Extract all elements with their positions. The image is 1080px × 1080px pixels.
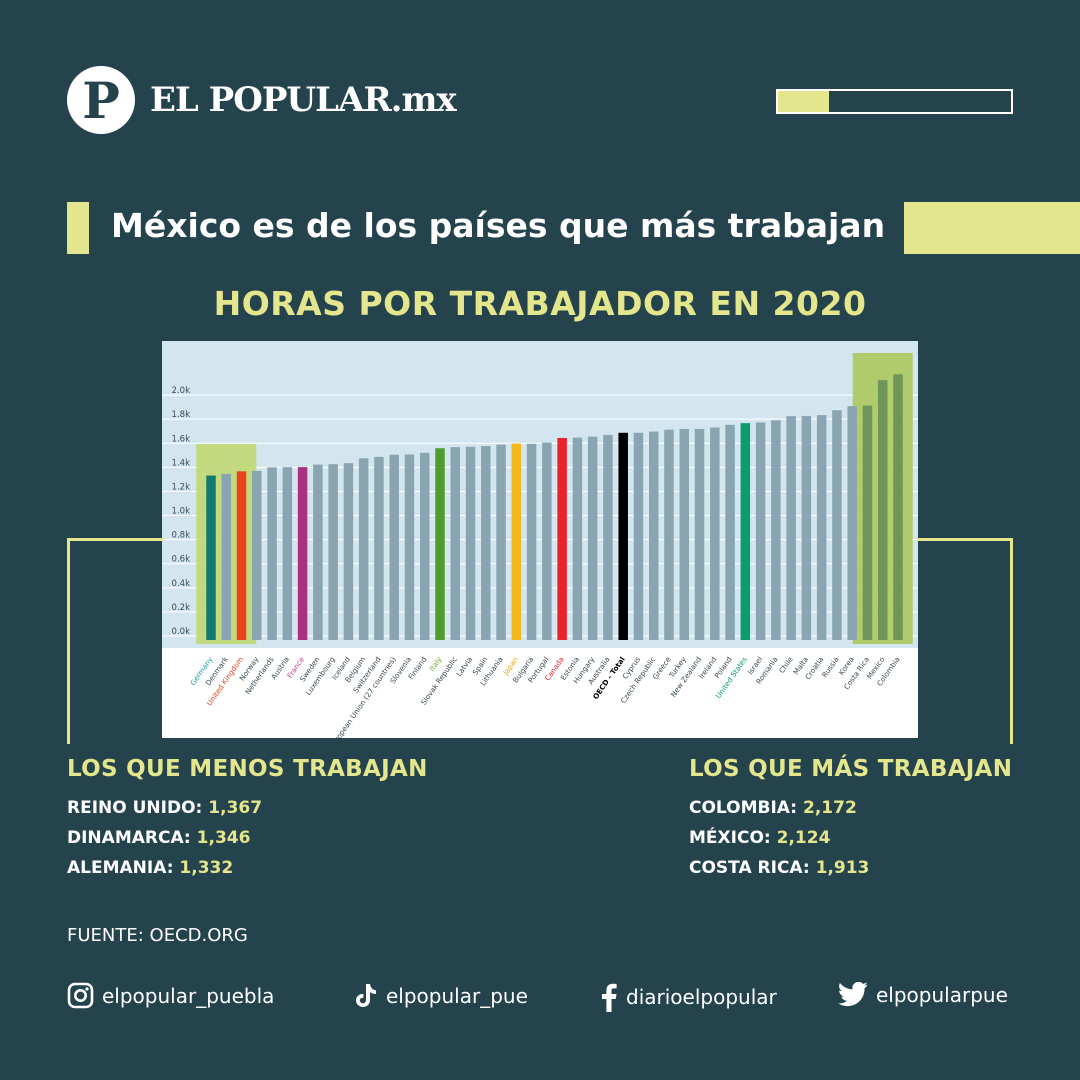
social-twitter[interactable]: elpopularpue xyxy=(838,982,1008,1007)
headline: México es de los países que más trabajan xyxy=(111,206,886,245)
bar xyxy=(511,443,522,640)
y-tick-label: 0.8k xyxy=(172,531,191,541)
bar xyxy=(465,446,476,640)
bar xyxy=(419,452,430,640)
progress-bar xyxy=(776,89,1013,114)
chart: 0.0k 0.2k 0.4k 0.6k 0.8k 1.0k 1.2k 1.4k 1.6k 1.8k… xyxy=(162,341,918,738)
bar-chart: 0.0k 0.2k 0.4k 0.6k 0.8k 1.0k 1.2k 1.4k 1.6k 1.8k… xyxy=(162,341,918,738)
logo-letter: P xyxy=(82,71,120,130)
bar xyxy=(664,429,674,640)
instagram-handle: elpopular_puebla xyxy=(102,983,275,1008)
bar xyxy=(633,432,644,640)
bar xyxy=(282,467,293,640)
bar xyxy=(648,431,659,640)
bar xyxy=(206,475,216,640)
facebook-icon xyxy=(602,983,617,1012)
bar xyxy=(297,467,308,640)
y-tick-label: 1.0k xyxy=(172,507,191,517)
least-work-title: LOS QUE MENOS TRABAJAN xyxy=(67,756,428,782)
bar xyxy=(587,436,598,640)
most-work-title: LOS QUE MÁS TRABAJAN xyxy=(689,756,1013,782)
headline-accent-right xyxy=(904,202,1080,254)
y-tick-label: 2.0k xyxy=(172,386,191,396)
bar xyxy=(557,437,567,640)
y-tick-label: 0.2k xyxy=(172,603,191,613)
tiktok-handle: elpopular_pue xyxy=(386,983,528,1008)
y-tick-label: 0.6k xyxy=(172,555,191,565)
headline-accent-left xyxy=(67,202,89,254)
bar xyxy=(481,446,491,640)
y-tick-label: 0.0k xyxy=(172,627,191,637)
bar xyxy=(236,471,247,640)
bar xyxy=(740,423,751,640)
y-tick-label: 1.2k xyxy=(172,482,191,492)
bar xyxy=(389,454,399,640)
bar xyxy=(572,437,583,640)
social-facebook[interactable]: diarioelpopular xyxy=(600,982,777,1012)
bar xyxy=(267,467,277,640)
brand-name: EL POPULAR.mx xyxy=(150,80,457,120)
facebook-handle: diarioelpopular xyxy=(626,985,777,1009)
bar xyxy=(435,448,445,640)
bar xyxy=(404,454,415,640)
least-work-item: REINO UNIDO: 1,367 xyxy=(67,798,263,818)
bar xyxy=(358,458,369,640)
bar xyxy=(343,463,354,640)
bar xyxy=(893,374,903,640)
tiktok-icon xyxy=(356,984,376,1007)
most-work-item: COLOMBIA: 2,172 xyxy=(689,798,857,818)
most-work-item: MÉXICO: 2,124 xyxy=(689,828,831,848)
y-tick-label: 1.6k xyxy=(172,434,191,444)
y-tick-label: 0.4k xyxy=(172,579,191,589)
logo-mark: P xyxy=(67,66,135,134)
bar xyxy=(710,427,720,640)
twitter-handle: elpopularpue xyxy=(876,982,1008,1007)
bar xyxy=(771,420,781,640)
social-instagram[interactable]: elpopular_puebla xyxy=(67,982,274,1009)
source-note: FUENTE: OECD.ORG xyxy=(67,925,248,946)
chart-title: HORAS POR TRABAJADOR EN 2020 xyxy=(213,284,867,323)
bar xyxy=(328,464,338,640)
bar xyxy=(862,405,873,640)
bar xyxy=(603,434,613,640)
bar xyxy=(801,415,812,640)
bracket-right xyxy=(917,538,1013,744)
bar xyxy=(221,473,232,640)
bar xyxy=(694,428,705,640)
instagram-icon xyxy=(67,982,94,1009)
bracket-left xyxy=(67,538,163,744)
bar xyxy=(877,380,888,640)
bar xyxy=(526,443,537,640)
bar xyxy=(816,415,827,640)
progress-fill xyxy=(778,91,830,112)
y-tick-label: 1.4k xyxy=(172,458,191,468)
bar xyxy=(725,424,735,640)
bar xyxy=(252,470,262,640)
most-work-item: COSTA RICA: 1,913 xyxy=(689,858,870,878)
bar xyxy=(496,444,506,640)
bar xyxy=(755,422,766,640)
least-work-item: DINAMARCA: 1,346 xyxy=(67,828,251,848)
bar xyxy=(313,464,323,640)
least-work-item: ALEMANIA: 1,332 xyxy=(67,858,234,878)
bar xyxy=(450,447,461,640)
bar xyxy=(542,442,552,640)
bar xyxy=(847,406,857,640)
y-tick-label: 1.8k xyxy=(172,410,191,420)
bar xyxy=(618,432,628,640)
social-tiktok[interactable]: elpopular_pue xyxy=(354,982,528,1009)
twitter-icon xyxy=(838,982,868,1007)
bar xyxy=(679,428,690,640)
bar xyxy=(374,456,384,640)
bar xyxy=(786,416,796,640)
bar xyxy=(832,410,842,640)
